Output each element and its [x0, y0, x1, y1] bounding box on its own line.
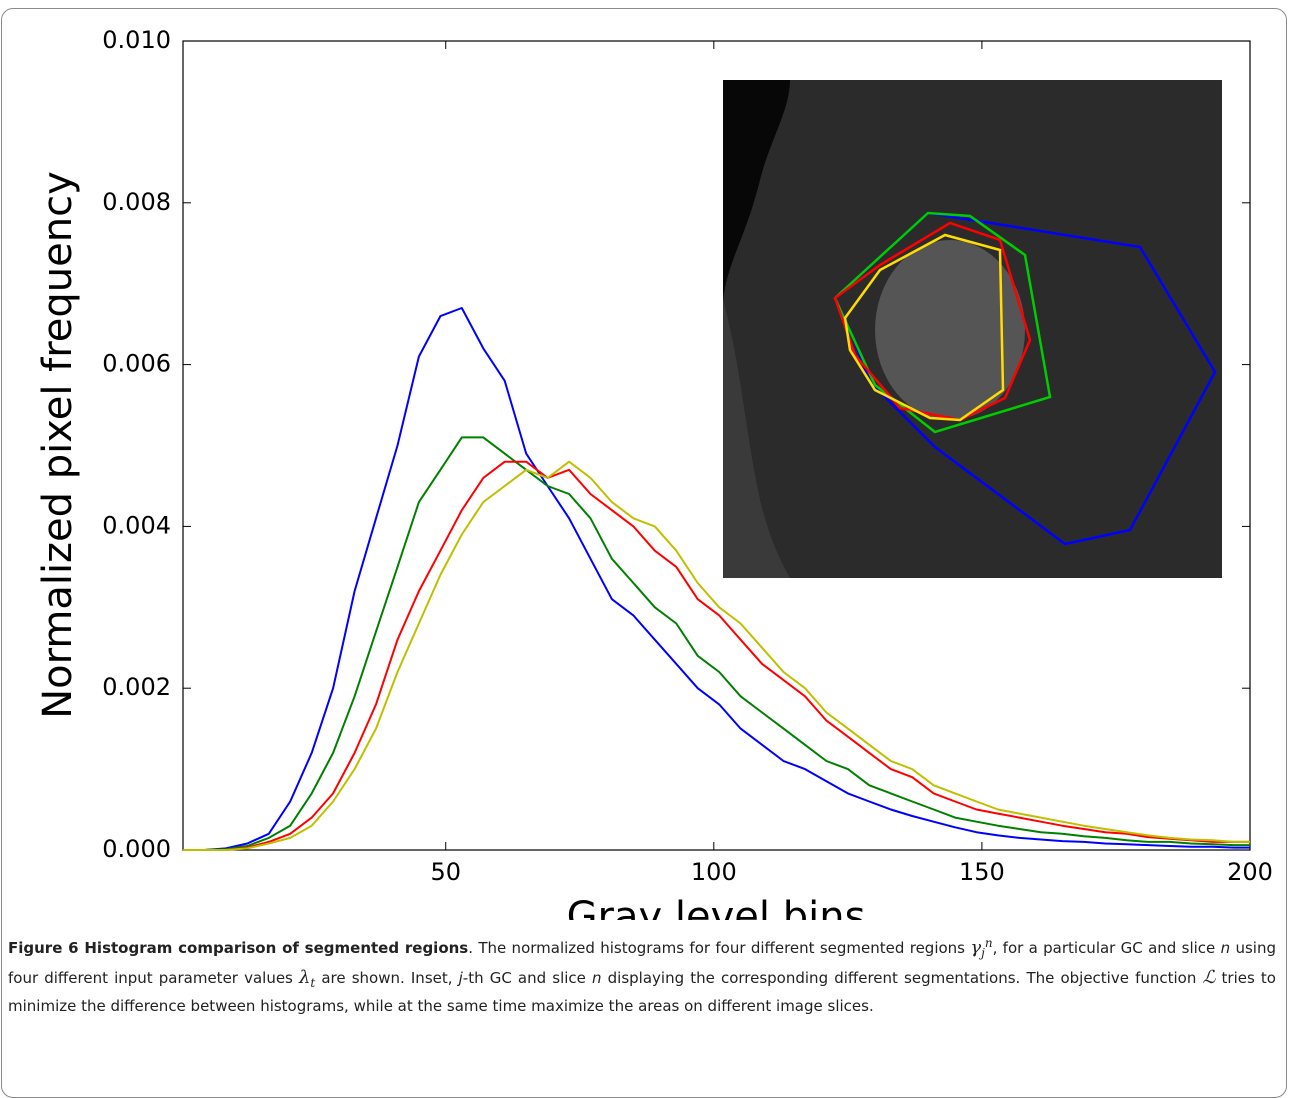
y-tick-label: 0.000 — [102, 835, 171, 863]
x-tick-label: 200 — [1227, 858, 1273, 886]
caption-math: j — [981, 946, 985, 960]
y-tick-label: 0.008 — [102, 188, 171, 216]
caption-text: tries to minimize the difference between… — [8, 968, 1276, 1016]
data-line — [183, 460, 1250, 851]
caption-math: t — [310, 975, 316, 990]
caption-italic: n — [592, 968, 602, 987]
x-tick-label: 100 — [691, 858, 737, 886]
axes-frame — [182, 40, 1251, 851]
caption-text: using four different input parameter val… — [8, 939, 1276, 987]
caption-text: . The normalized histograms for four dif… — [468, 939, 971, 957]
caption-math: ℒ — [1202, 966, 1216, 988]
caption-math: λ — [298, 966, 311, 988]
data-line — [183, 307, 1250, 851]
chart: Gray level bins Normalized pixel frequen… — [35, 26, 1273, 920]
inset-image — [723, 80, 1222, 578]
y-tick-label: 0.002 — [102, 673, 171, 701]
y-tick-label: 0.004 — [102, 511, 171, 539]
x-axis-label: Gray level bins — [567, 894, 866, 920]
data-line — [183, 436, 1250, 851]
x-tick-label: 50 — [430, 858, 461, 886]
caption: Figure 6 Histogram comparison of segment… — [8, 932, 1276, 1019]
caption-italic: j — [458, 968, 463, 987]
page: Gray level bins Normalized pixel frequen… — [1, 8, 1287, 1098]
y-tick-label: 0.006 — [102, 350, 171, 378]
caption-text: are shown. Inset, — [315, 968, 459, 987]
caption-text: displaying the corresponding different s… — [601, 968, 1203, 987]
x-tick-label: 150 — [959, 858, 1005, 886]
y-tick-label: 0.010 — [102, 26, 171, 54]
caption-math: n — [984, 936, 993, 950]
caption-italic: n — [1220, 939, 1231, 957]
caption-text: -th GC and slice — [462, 968, 593, 987]
y-axis-label: Normalized pixel frequency — [35, 171, 81, 719]
caption-text: , for a particular GC and slice — [992, 939, 1221, 957]
caption-title: Figure 6 Histogram comparison of segment… — [8, 939, 469, 957]
caption-math: γ — [970, 937, 982, 958]
data-line — [183, 460, 1250, 851]
